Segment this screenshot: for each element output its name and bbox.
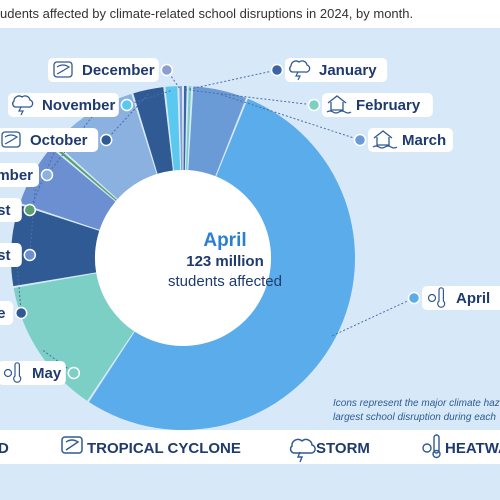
cyclone-icon bbox=[1, 131, 21, 148]
storm-icon bbox=[12, 95, 34, 116]
cyclone-icon bbox=[53, 61, 73, 78]
chart-title: udents affected by climate-related schoo… bbox=[0, 6, 414, 21]
label-pill bbox=[322, 93, 433, 117]
legend-heatwave: HEATWA bbox=[445, 440, 500, 457]
label-september: ember bbox=[0, 163, 54, 187]
leader-line bbox=[105, 93, 150, 141]
label-pill bbox=[48, 58, 159, 82]
label-dot bbox=[160, 63, 174, 77]
label-dot bbox=[14, 306, 28, 320]
label-december: December bbox=[48, 58, 174, 82]
legend-bar: D TROPICAL CYCLONE STORM HEATWA bbox=[0, 430, 500, 464]
storm-legend-icon bbox=[289, 438, 316, 463]
slice-february[interactable] bbox=[185, 86, 192, 171]
center-caption: students affected bbox=[168, 273, 282, 290]
label-text: March bbox=[402, 132, 446, 149]
slice-january[interactable] bbox=[183, 86, 187, 171]
leader-line bbox=[29, 175, 37, 256]
flood-icon bbox=[372, 130, 398, 149]
heatwave-icon bbox=[427, 287, 446, 308]
label-pill bbox=[422, 286, 500, 310]
label-text: ne bbox=[0, 305, 6, 322]
label-april: April bbox=[407, 286, 500, 310]
slice-june[interactable] bbox=[10, 204, 100, 287]
label-august: ust bbox=[0, 198, 37, 222]
label-pill bbox=[285, 58, 388, 82]
label-text: ust bbox=[0, 202, 11, 219]
label-pill bbox=[8, 93, 119, 117]
storm-icon bbox=[289, 60, 311, 81]
label-dot bbox=[353, 133, 367, 147]
label-pill bbox=[0, 128, 99, 152]
label-november: November bbox=[8, 93, 134, 117]
note-line-2: largest school disruption during each bbox=[333, 412, 496, 423]
label-march: March bbox=[353, 128, 453, 152]
label-june: ne bbox=[0, 301, 28, 325]
slice-december[interactable] bbox=[179, 86, 183, 171]
center-month: April bbox=[203, 230, 246, 251]
label-text: November bbox=[42, 97, 116, 114]
month-labels: January February March April May ne ust ust embe… bbox=[0, 58, 500, 385]
label-dot bbox=[40, 168, 54, 182]
leader-line bbox=[41, 349, 75, 374]
note-line-1: Icons represent the major climate haz bbox=[333, 398, 500, 409]
flood-icon bbox=[326, 95, 352, 114]
tropical-cyclone-legend-icon bbox=[61, 436, 83, 454]
label-pill bbox=[0, 198, 22, 222]
label-february: February bbox=[307, 93, 433, 117]
label-dot bbox=[23, 203, 37, 217]
label-dot bbox=[270, 63, 284, 77]
donut-slices bbox=[10, 86, 356, 431]
slice-july[interactable] bbox=[20, 147, 116, 230]
center-value: 123 million bbox=[186, 253, 264, 270]
slice-may[interactable] bbox=[13, 273, 134, 401]
label-dot bbox=[99, 133, 113, 147]
leader-line bbox=[189, 89, 315, 106]
slice-october[interactable] bbox=[133, 87, 173, 174]
donut-hole bbox=[95, 170, 271, 346]
label-october: October bbox=[0, 128, 113, 152]
label-text: October bbox=[30, 132, 88, 149]
label-july: ust bbox=[0, 243, 37, 267]
slice-september[interactable] bbox=[55, 93, 157, 200]
label-dot bbox=[407, 291, 421, 305]
label-text: April bbox=[456, 290, 490, 307]
label-pill bbox=[0, 361, 66, 385]
slice-march[interactable] bbox=[188, 86, 246, 177]
heatwave-icon bbox=[3, 362, 22, 383]
legend-flood: D bbox=[0, 440, 9, 457]
label-text: ust bbox=[0, 247, 11, 264]
legend-tropical-cyclone: TROPICAL CYCLONE bbox=[87, 440, 241, 457]
label-dot bbox=[120, 98, 134, 112]
label-may: May bbox=[0, 361, 81, 385]
label-pill bbox=[0, 301, 14, 325]
legend-storm: STORM bbox=[316, 440, 370, 457]
slice-april[interactable] bbox=[88, 98, 356, 431]
label-text: May bbox=[32, 365, 62, 382]
label-text: December bbox=[82, 62, 155, 79]
slice-august[interactable] bbox=[52, 144, 117, 201]
leader-line bbox=[331, 297, 415, 337]
label-text: ember bbox=[0, 167, 33, 184]
slice-november[interactable] bbox=[165, 86, 181, 171]
label-pill bbox=[0, 163, 39, 187]
label-dot bbox=[307, 98, 321, 112]
label-text: February bbox=[356, 97, 421, 114]
leader-line bbox=[219, 93, 361, 141]
label-dot bbox=[23, 248, 37, 262]
label-pill bbox=[0, 243, 22, 267]
label-text: January bbox=[319, 62, 377, 79]
label-dot bbox=[67, 366, 81, 380]
label-january: January bbox=[270, 58, 388, 82]
heatwave-legend-icon bbox=[422, 434, 441, 459]
